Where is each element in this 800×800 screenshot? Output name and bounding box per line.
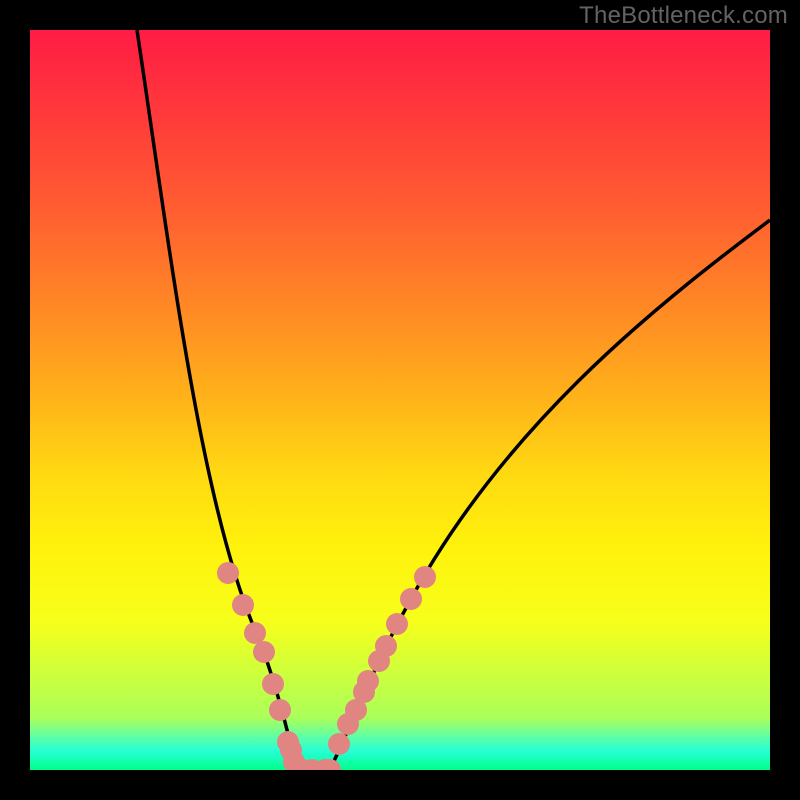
data-marker bbox=[386, 613, 408, 635]
data-marker bbox=[375, 635, 397, 657]
chart-svg bbox=[0, 0, 800, 800]
data-marker bbox=[328, 733, 350, 755]
data-marker bbox=[319, 759, 341, 781]
data-marker bbox=[357, 670, 379, 692]
data-marker bbox=[232, 594, 254, 616]
data-marker bbox=[269, 699, 291, 721]
data-marker bbox=[217, 562, 239, 584]
data-marker bbox=[262, 673, 284, 695]
gradient-panel bbox=[30, 30, 770, 770]
data-marker bbox=[253, 641, 275, 663]
watermark-text: TheBottleneck.com bbox=[579, 2, 788, 30]
data-marker bbox=[414, 566, 436, 588]
chart-stage: TheBottleneck.com bbox=[0, 0, 800, 800]
data-marker bbox=[400, 588, 422, 610]
data-marker bbox=[244, 622, 266, 644]
